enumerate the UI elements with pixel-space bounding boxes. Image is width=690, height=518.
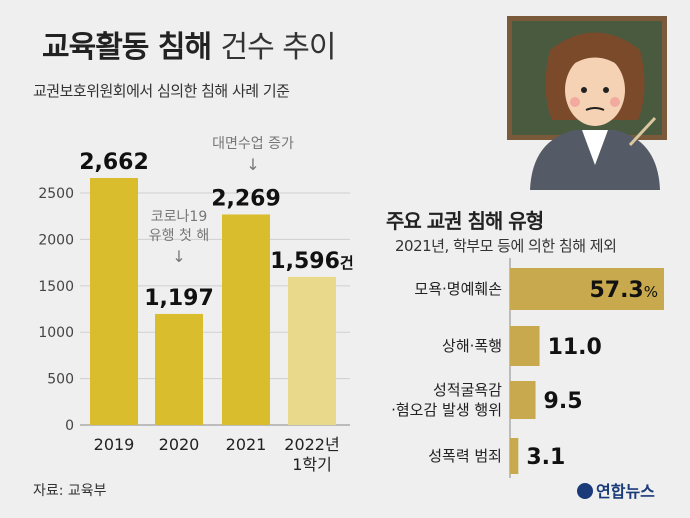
y-tick-label: 0	[65, 418, 74, 434]
page-title: 교육활동 침해 건수 추이	[42, 30, 336, 65]
category-label: ·혐오감 발생 행위	[391, 401, 502, 419]
yonhap-logo-icon	[577, 483, 593, 499]
teacher-illustration	[530, 32, 660, 190]
x-tick-label: 2019	[94, 435, 135, 454]
hbar-1	[510, 326, 540, 366]
x-tick-label: 2020	[159, 435, 200, 454]
category-label: 성적굴욕감	[433, 381, 502, 399]
category-label: 성폭력 범죄	[428, 447, 502, 465]
bar-value-label: 2,662	[79, 150, 149, 175]
types-chart-subtitle: 2021년, 학부모 등에 의한 침해 제외	[395, 237, 617, 255]
types-chart-title: 주요 교권 침해 유형	[386, 209, 544, 233]
bar-value-label: 1,596건	[270, 249, 353, 274]
hbar-value-label: 11.0	[548, 335, 602, 360]
hbar-value-label: 57.3%	[589, 278, 658, 303]
value-unit: %	[644, 283, 658, 301]
bar-value-label: 2,269	[211, 186, 281, 211]
face-to-face-annotation: 대면수업 증가	[212, 136, 294, 152]
hbar-value-label: 9.5	[544, 389, 583, 414]
hbar-value-label: 3.1	[526, 445, 565, 470]
category-label: 상해·폭행	[442, 337, 502, 355]
x-tick-label: 1학기	[292, 455, 332, 474]
y-tick-label: 2500	[38, 186, 74, 202]
source-note: 자료: 교육부	[33, 483, 107, 499]
bar-2019	[90, 178, 138, 425]
hbar-0	[510, 268, 664, 310]
value-unit: 건	[340, 254, 354, 272]
category-label: 모욕·명예훼손	[414, 280, 502, 298]
covid-annotation: 코로나19	[151, 209, 207, 225]
hbar-2	[510, 381, 536, 419]
bar-2020	[155, 313, 203, 425]
y-tick-label: 500	[47, 372, 74, 388]
covid-annotation: 유행 첫 해	[149, 228, 209, 244]
y-tick-label: 1000	[38, 325, 74, 341]
arrow-down-icon: ↓	[246, 155, 259, 174]
yonhap-logo: 연합뉴스	[577, 478, 655, 502]
bar-value-label: 1,197	[144, 286, 214, 311]
hbar-3	[510, 438, 519, 474]
bar-2022년-1학기	[288, 276, 336, 425]
x-tick-label: 2021	[226, 435, 267, 454]
y-tick-label: 2000	[38, 232, 74, 248]
x-tick-label: 2022년	[284, 435, 339, 454]
y-tick-label: 1500	[38, 279, 74, 295]
arrow-down-icon: ↓	[172, 247, 185, 266]
bar-2021	[222, 214, 270, 425]
page-subtitle: 교권보호위원회에서 심의한 침해 사례 기준	[33, 82, 290, 100]
